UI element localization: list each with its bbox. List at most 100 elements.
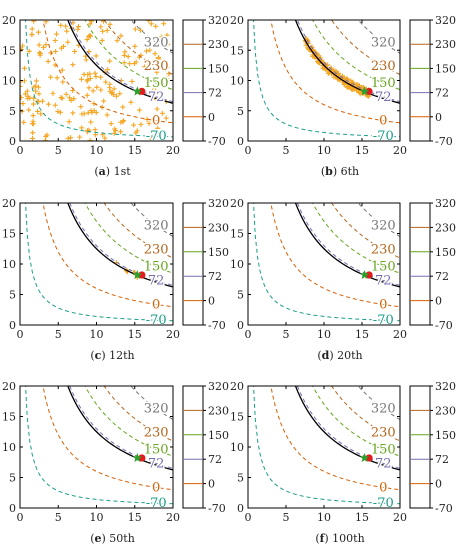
x-tick-label: 0	[17, 328, 24, 341]
sample-point	[60, 79, 66, 85]
sample-point	[164, 32, 170, 38]
y-tick-label: 0	[237, 502, 244, 515]
y-tick-label: 15	[230, 411, 244, 424]
x-tick-label: 5	[55, 511, 62, 524]
colorbar-tick-label: 230	[435, 404, 456, 417]
sample-point	[148, 21, 154, 27]
colorbar-tick-label: 230	[435, 38, 456, 51]
sample-point	[40, 98, 46, 104]
sample-point	[84, 78, 90, 84]
y-tick-label: 20	[230, 14, 244, 27]
colorbar-tick-label: -70	[208, 135, 226, 148]
optimum-dot	[365, 271, 373, 279]
sample-point	[31, 84, 37, 90]
y-tick-label: 10	[2, 258, 16, 271]
y-tick-label: 10	[230, 441, 244, 454]
sample-point	[92, 127, 98, 133]
y-tick-label: 5	[9, 289, 16, 302]
sample-point	[37, 52, 43, 58]
contour-line	[296, 20, 400, 103]
colorbar-tick-label: 230	[435, 221, 456, 234]
sample-point	[50, 90, 56, 96]
sample-point	[121, 60, 127, 66]
sample-point	[120, 104, 126, 110]
sample-point	[98, 24, 104, 30]
sample-point	[165, 41, 171, 47]
contour-label: -70	[373, 313, 394, 328]
contour-label: 320	[144, 402, 169, 417]
x-tick-label: 5	[283, 144, 290, 157]
contour-line	[42, 20, 173, 124]
colorbar-tick-label: -70	[435, 135, 453, 148]
sample-point	[29, 26, 35, 32]
colorbar-tick-label: 230	[208, 404, 229, 417]
optimum-dot	[365, 454, 373, 462]
sample-point	[325, 70, 331, 76]
optimum-star	[359, 269, 370, 280]
sample-point	[87, 32, 93, 38]
sample-point	[107, 81, 113, 87]
sample-point	[66, 119, 72, 125]
sample-point	[101, 98, 107, 104]
sample-point	[164, 76, 170, 82]
colorbar-tick-label: 320	[208, 14, 229, 27]
sample-point	[58, 45, 64, 51]
sample-point	[70, 62, 76, 68]
constraint-curve	[294, 20, 400, 104]
contour-line	[130, 386, 173, 420]
x-tick-label: 15	[128, 328, 142, 341]
y-tick-label: 10	[2, 75, 16, 88]
contour-line	[253, 386, 400, 505]
sample-point	[155, 125, 161, 131]
sample-point	[88, 119, 94, 125]
x-tick-label: 0	[245, 328, 252, 341]
y-tick-label: 15	[2, 44, 16, 57]
y-tick-label: 10	[230, 75, 244, 88]
sample-point	[87, 75, 93, 81]
contour-line	[130, 203, 173, 237]
sample-point	[110, 92, 116, 98]
contour-line	[25, 386, 173, 505]
sample-point	[52, 102, 58, 108]
colorbar-tick-label: 150	[435, 429, 456, 442]
sample-point	[20, 101, 26, 107]
x-tick-label: 15	[355, 511, 369, 524]
sample-point	[348, 78, 354, 84]
colorbar-tick-label: 72	[435, 87, 449, 100]
contour-label: 0	[379, 480, 387, 495]
contour-label: -70	[146, 313, 167, 328]
x-tick-label: 10	[90, 511, 104, 524]
panel-caption-text: ) 6th	[333, 165, 359, 178]
colorbar	[182, 19, 204, 142]
y-tick-label: 0	[9, 319, 16, 332]
sample-point	[138, 121, 144, 127]
colorbar-tick-label: 230	[208, 221, 229, 234]
sample-point	[30, 130, 36, 136]
sample-point	[36, 42, 42, 48]
sample-point	[122, 49, 128, 55]
contour-line	[84, 386, 173, 457]
optimum-star	[132, 86, 143, 96]
sample-point	[26, 107, 32, 113]
panel-caption-letter: a	[99, 165, 106, 178]
x-tick-label: 10	[90, 144, 104, 157]
contour-label: -70	[146, 496, 167, 511]
sample-point	[26, 48, 32, 54]
panel-caption-text: ) 1st	[106, 165, 131, 178]
sample-point	[75, 26, 81, 32]
contour-line	[25, 203, 173, 322]
colorbar-tick-label: -70	[435, 502, 453, 515]
x-tick-label: 5	[55, 328, 62, 341]
sample-point	[156, 54, 162, 60]
contour-label: 150	[371, 76, 396, 91]
panel-caption-letter: b	[325, 165, 333, 178]
sample-point	[107, 58, 113, 64]
sample-point	[75, 24, 81, 30]
sample-point	[125, 54, 131, 60]
sample-point	[72, 48, 78, 54]
colorbar-tick-label: -70	[208, 319, 226, 332]
sample-point	[87, 33, 93, 39]
sample-point	[31, 20, 37, 24]
